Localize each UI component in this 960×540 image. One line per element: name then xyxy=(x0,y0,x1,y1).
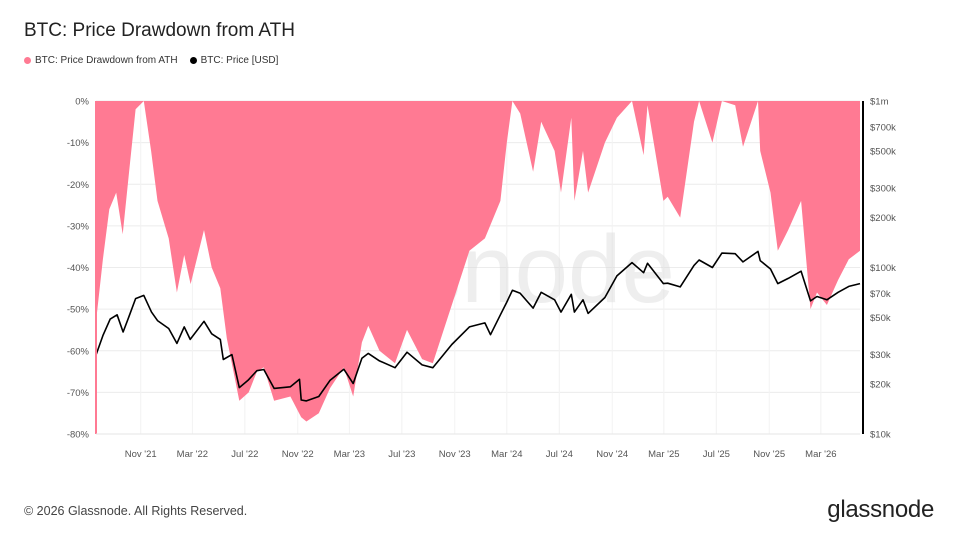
chart-title: BTC: Price Drawdown from ATH xyxy=(24,20,295,41)
y-left-tick-label: -10% xyxy=(67,138,90,149)
y-right-tick-label: $20k xyxy=(870,379,891,390)
y-left-tick-label: 0% xyxy=(75,97,89,108)
y-left-tick-label: -40% xyxy=(67,263,90,274)
y-left-tick-label: -20% xyxy=(67,180,90,191)
x-tick-label: Mar '24 xyxy=(491,449,522,460)
x-tick-label: Nov '24 xyxy=(596,449,628,460)
x-tick-label: Mar '22 xyxy=(177,449,208,460)
x-tick-label: Mar '25 xyxy=(648,449,679,460)
x-tick-label: Mar '26 xyxy=(805,449,836,460)
drawdown-area xyxy=(96,101,860,422)
legend-dot-price xyxy=(189,57,197,64)
y-right-tick-label: $100k xyxy=(870,263,896,274)
y-right-tick-label: $200k xyxy=(870,213,896,224)
axes: 0% -10% -20% -30% -40% -50% -60% -70% -80% Nov '2… xyxy=(67,97,896,461)
drawdown-area-layer xyxy=(96,101,860,422)
x-tick-label: Jul '22 xyxy=(231,449,258,460)
y-left-tick-label: -70% xyxy=(67,388,90,399)
price-line-layer xyxy=(95,250,861,402)
x-tick-label: Jul '25 xyxy=(703,449,730,460)
legend-item-price[interactable]: BTC: Price [USD] xyxy=(189,55,279,66)
y-left-tick-label: -30% xyxy=(67,221,90,232)
y-right-tick-label: $500k xyxy=(870,147,896,158)
glassnode-logo[interactable]: glassnode xyxy=(827,496,934,523)
legend-item-drawdown[interactable]: BTC: Price Drawdown from ATH xyxy=(24,55,178,66)
y-right-tick-label: $50k xyxy=(870,313,891,324)
y-right-tick-label: $700k xyxy=(870,122,896,133)
x-tick-label: Jul '24 xyxy=(546,449,573,460)
legend-label-price: BTC: Price [USD] xyxy=(200,55,279,66)
y-right-tick-label: $300k xyxy=(870,184,896,195)
x-tick-label: Nov '23 xyxy=(439,449,471,460)
x-tick-label: Jul '23 xyxy=(388,449,415,460)
y-right-tick-label: $10k xyxy=(870,430,891,441)
y-right-tick-label: $70k xyxy=(870,289,891,300)
x-tick-label: Nov '22 xyxy=(282,449,314,460)
x-tick-label: Nov '25 xyxy=(753,449,785,460)
copyright-text: © 2026 Glassnode. All Rights Reserved. xyxy=(24,504,248,518)
chart-legend: BTC: Price Drawdown from ATH BTC: Price … xyxy=(24,55,278,66)
legend-label-drawdown: BTC: Price Drawdown from ATH xyxy=(35,55,178,66)
y-left-tick-label: -50% xyxy=(67,305,90,316)
y-right-tick-label: $1m xyxy=(870,97,889,108)
legend-dot-drawdown xyxy=(24,57,31,64)
y-left-tick-label: -60% xyxy=(67,346,90,357)
y-right-tick-label: $30k xyxy=(870,350,891,361)
price-line xyxy=(95,250,861,402)
y-left-tick-label: -80% xyxy=(67,430,90,441)
x-tick-label: Nov '21 xyxy=(125,449,157,460)
x-tick-label: Mar '23 xyxy=(334,449,365,460)
